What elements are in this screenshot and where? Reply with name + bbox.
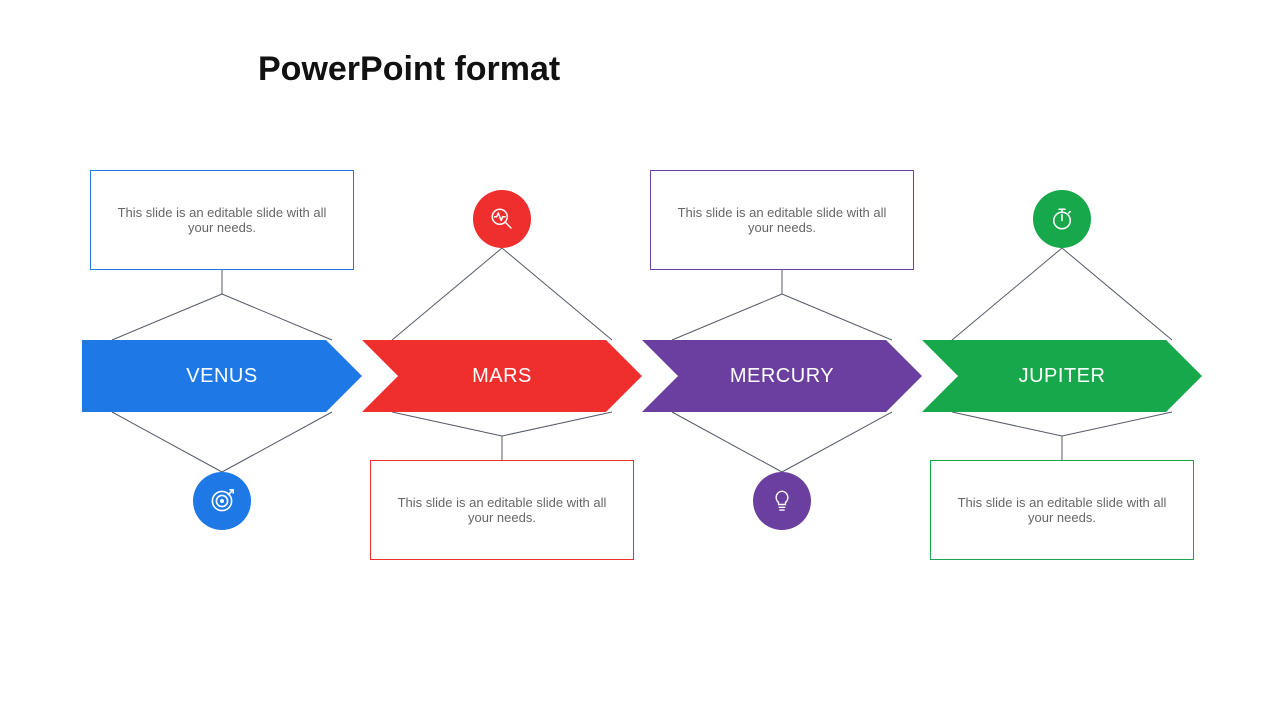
- connector-lines: [952, 248, 1172, 340]
- target-icon: [193, 472, 251, 530]
- process-arrow-jupiter: JUPITER: [922, 340, 1202, 412]
- slide-title: PowerPoint format: [258, 50, 560, 89]
- connector-lines: [112, 270, 332, 340]
- search-pulse-icon: [473, 190, 531, 248]
- description-text: This slide is an editable slide with all…: [665, 205, 899, 235]
- description-text: This slide is an editable slide with all…: [945, 495, 1179, 525]
- description-text: This slide is an editable slide with all…: [105, 205, 339, 235]
- description-box-mars: This slide is an editable slide with all…: [370, 460, 634, 560]
- connector-lines: [672, 412, 892, 472]
- process-arrow-label: MARS: [472, 365, 532, 388]
- description-box-jupiter: This slide is an editable slide with all…: [930, 460, 1194, 560]
- description-text: This slide is an editable slide with all…: [385, 495, 619, 525]
- process-arrow-venus: VENUS: [82, 340, 362, 412]
- connector-lines: [672, 270, 892, 340]
- stopwatch-icon: [1033, 190, 1091, 248]
- connector-lines: [392, 412, 612, 460]
- description-box-venus: This slide is an editable slide with all…: [90, 170, 354, 270]
- slide-canvas: PowerPoint format VENUS This slide is an …: [0, 0, 1280, 720]
- connector-lines: [952, 412, 1172, 460]
- process-arrow-label: JUPITER: [1019, 365, 1106, 388]
- connector-lines: [392, 248, 612, 340]
- connector-lines: [112, 412, 332, 472]
- process-arrow-mercury: MERCURY: [642, 340, 922, 412]
- process-arrow-label: VENUS: [186, 365, 257, 388]
- description-box-mercury: This slide is an editable slide with all…: [650, 170, 914, 270]
- process-arrow-mars: MARS: [362, 340, 642, 412]
- bulb-icon: [753, 472, 811, 530]
- process-arrow-label: MERCURY: [730, 365, 834, 388]
